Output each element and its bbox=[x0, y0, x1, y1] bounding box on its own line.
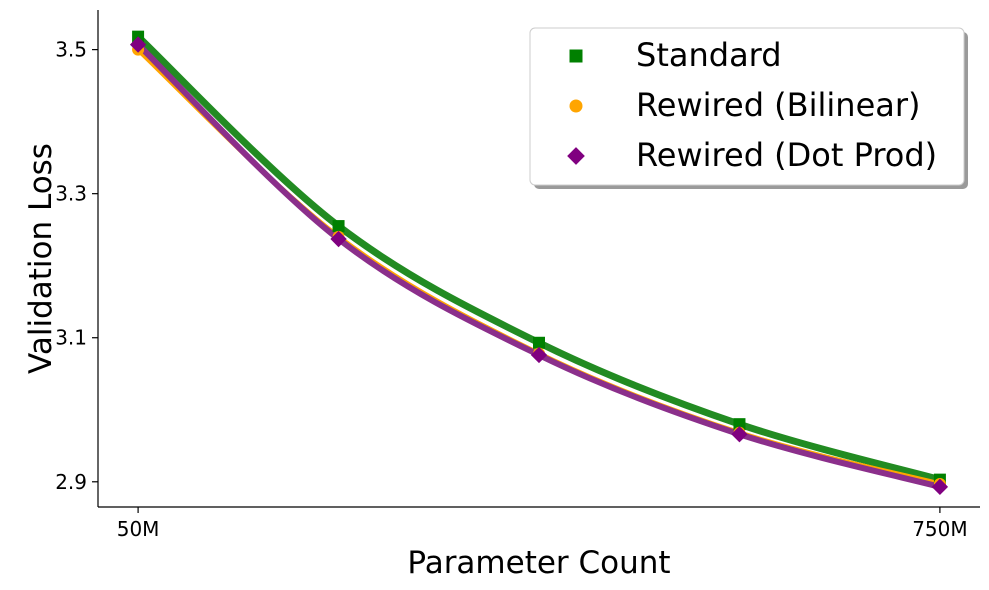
series-3-point bbox=[530, 346, 548, 364]
legend-label: Standard bbox=[636, 36, 782, 74]
y-ticks: 2.9 3.1 3.3 3.5 bbox=[55, 38, 98, 494]
y-tick-label: 3.3 bbox=[55, 182, 87, 206]
series-3-point bbox=[731, 426, 748, 443]
series-line-3 bbox=[135, 41, 943, 490]
legend-marker-2 bbox=[569, 99, 583, 113]
y-tick-label: 3.1 bbox=[55, 326, 87, 350]
series-1-point bbox=[332, 220, 345, 233]
legend-marker-3 bbox=[567, 147, 585, 165]
legend-marker-1 bbox=[569, 49, 583, 63]
series-1-point bbox=[533, 336, 545, 349]
legend-frame bbox=[529, 27, 965, 186]
legend-label: Rewired (Dot Prod) bbox=[636, 136, 937, 174]
x-axis-title: Parameter Count bbox=[407, 545, 670, 581]
x-tick-label: 750M bbox=[912, 517, 967, 541]
series-3-point bbox=[330, 230, 347, 248]
x-tick-label: 50M bbox=[117, 517, 160, 541]
series-markers bbox=[129, 30, 949, 495]
series-line-1 bbox=[134, 33, 944, 484]
series-3-point bbox=[129, 36, 147, 53]
series-3-point bbox=[931, 478, 949, 495]
y-tick-label: 2.9 bbox=[55, 470, 87, 494]
legend-label: Rewired (Bilinear) bbox=[636, 86, 921, 124]
y-axis-title: Validation Loss bbox=[23, 143, 59, 374]
x-ticks: 50M 750M bbox=[117, 507, 968, 541]
legend: Standard Rewired (Bilinear) Rewired (Dot P… bbox=[529, 27, 968, 189]
y-tick-label: 3.5 bbox=[55, 38, 87, 62]
series-1-point bbox=[733, 418, 746, 431]
series-lines bbox=[134, 33, 944, 490]
